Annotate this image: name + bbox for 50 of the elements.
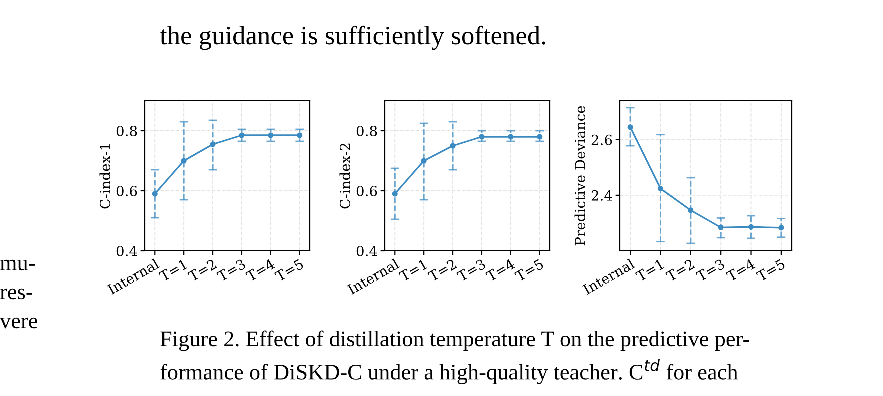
point — [297, 132, 303, 138]
x-tick-label: T=3 — [696, 258, 726, 282]
point — [688, 208, 694, 214]
y-axis-title: Predictive Deviance — [574, 106, 586, 246]
y-axis-title: C-index-1 — [100, 144, 110, 209]
x-tick-label: T=1 — [398, 259, 428, 282]
point — [239, 132, 245, 138]
point — [508, 134, 514, 140]
point — [421, 158, 427, 164]
x-tick-label: T=1 — [158, 259, 188, 282]
point — [152, 191, 158, 197]
y-tick-label: 2.4 — [592, 190, 612, 201]
point — [392, 191, 398, 197]
point — [479, 134, 485, 140]
x-tick-label: T=3 — [216, 258, 246, 282]
y-tick-label: 0.6 — [356, 186, 378, 196]
x-tick-label: T=1 — [635, 259, 664, 282]
point — [210, 142, 216, 148]
point — [658, 186, 664, 192]
x-tick-label: T=3 — [456, 258, 486, 282]
point — [268, 132, 274, 138]
text: vere — [0, 318, 38, 329]
y-tick-label: 0.4 — [116, 246, 138, 256]
y-tick-label: 2.6 — [592, 134, 612, 146]
y-tick-label: 0.6 — [116, 186, 138, 196]
caption: Figure 2. Effect of distillation temperature T on the predictive per- — [160, 330, 750, 352]
text: res- — [0, 288, 33, 300]
point — [748, 224, 754, 230]
x-tick-label: T=2 — [665, 258, 696, 282]
text: the guidance is sufficiently softened. — [160, 26, 546, 50]
x-tick-label: T=4 — [245, 258, 276, 282]
point — [718, 224, 724, 230]
x-tick-label: T=4 — [485, 258, 516, 282]
point — [181, 158, 187, 164]
x-tick-label: T=5 — [756, 258, 786, 282]
x-tick-label: T=2 — [188, 258, 218, 282]
y-axis-title: C-index-2 — [340, 144, 350, 209]
text: formance of DiSKD-C under a high-quality teacher. C$^{td}$ for each — [160, 359, 738, 384]
point — [628, 124, 634, 130]
x-tick-label: T=5 — [514, 258, 544, 282]
point — [778, 225, 784, 231]
x-tick-label: T=4 — [726, 258, 756, 282]
x-tick-label: T=2 — [428, 258, 458, 282]
point — [450, 143, 456, 149]
y-tick-label: 0.4 — [356, 246, 378, 256]
text: mu- — [0, 260, 35, 271]
x-tick-label: T=5 — [274, 258, 304, 282]
y-tick-label: 0.8 — [356, 126, 378, 136]
point — [537, 134, 543, 140]
y-tick-label: 0.8 — [116, 126, 138, 136]
